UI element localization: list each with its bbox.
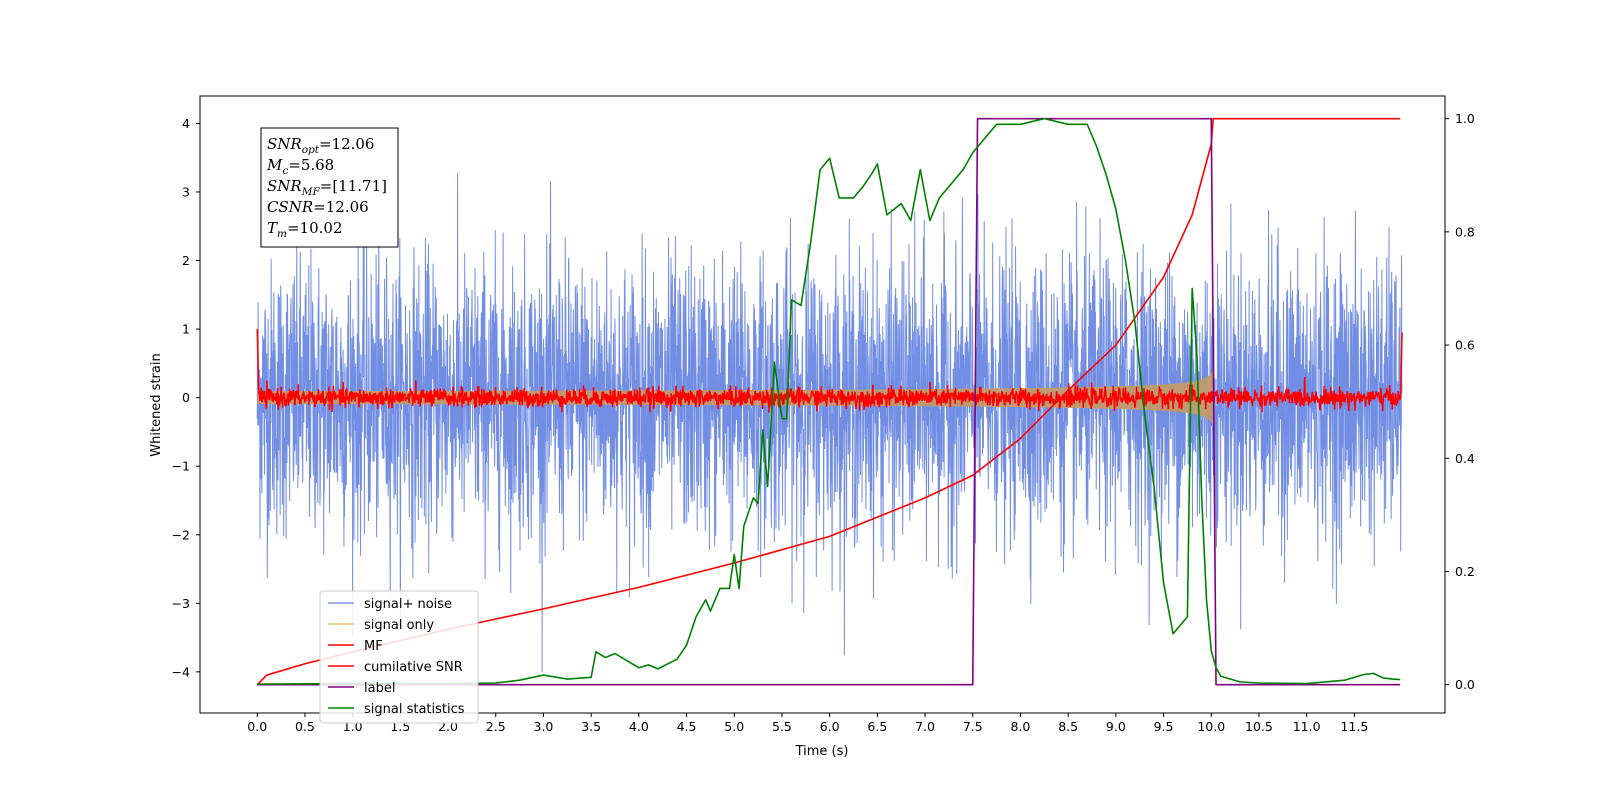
- y-left-tick-label: −3: [172, 596, 190, 611]
- x-tick-label: 5.5: [772, 719, 792, 734]
- x-tick-label: 8.5: [1058, 719, 1078, 734]
- annotation-lines: SNRopt=12.06Mc=5.68SNRMF=[11.71]CSNR=12.…: [266, 135, 387, 240]
- x-tick-label: 11.5: [1340, 719, 1368, 734]
- y-left-tick-label: 0: [182, 390, 190, 405]
- x-tick-label: 8.0: [1011, 719, 1031, 734]
- annotation-subscript: m: [277, 228, 287, 240]
- annotation-line: CSNR=12.06: [267, 198, 369, 216]
- y-left-tick-label: 1: [182, 322, 190, 337]
- x-tick-label: 3.5: [581, 719, 601, 734]
- y-left-tick-label: −1: [172, 459, 190, 474]
- y-right-tick-label: 0.6: [1455, 338, 1475, 353]
- annotation-symbol: T: [267, 219, 278, 237]
- annotation-line: SNRopt=12.06: [267, 135, 374, 156]
- annotation-symbol: SNR: [267, 135, 302, 153]
- y-left-tick-label: −2: [172, 527, 190, 542]
- legend-entry-label: MF: [364, 639, 383, 654]
- annotation-subscript: MF: [301, 186, 321, 198]
- annotation-symbol: M: [266, 156, 283, 174]
- plot-frame: [199, 95, 1446, 714]
- x-tick-label: 6.5: [867, 719, 887, 734]
- annotation-value: =10.02: [287, 219, 343, 237]
- annotation-value: =[11.71]: [320, 177, 387, 195]
- x-tick-label: 6.0: [820, 719, 840, 734]
- x-tick-label: 11.0: [1293, 719, 1321, 734]
- legend: signal+ noise signal only MF cumilative SNR…: [319, 590, 479, 724]
- x-tick-label: 0.0: [247, 719, 267, 734]
- axes-layer: 0.0 0.5 1.0 1.5 2.0 2.5 3.0 3.5 4.0 4.5 5.0 5.5 6.0 6…: [172, 111, 1475, 734]
- x-tick-label: 9.5: [1154, 719, 1174, 734]
- y-right-tick-label: 0.4: [1455, 451, 1475, 466]
- y-right-tick-label: 0.8: [1455, 224, 1475, 239]
- y-right-tick-label: 1.0: [1455, 111, 1475, 126]
- annotation-symbol: SNR: [267, 177, 302, 195]
- annotation-value: =12.06: [313, 198, 369, 216]
- x-tick-label: 10.5: [1245, 719, 1273, 734]
- x-tick-label: 3.0: [534, 719, 554, 734]
- legend-entry-label: signal statistics: [364, 702, 465, 717]
- series-label: [257, 117, 1401, 686]
- x-tick-label: 0.5: [295, 719, 315, 734]
- x-tick-label: 7.0: [915, 719, 935, 734]
- annotation-box: SNRopt=12.06Mc=5.68SNRMF=[11.71]CSNR=12.…: [260, 127, 399, 248]
- x-tick-label: 4.0: [629, 719, 649, 734]
- annotation-value: =12.06: [319, 135, 375, 153]
- series-mf: [256, 329, 1403, 413]
- annotation-symbol: CSNR: [267, 198, 313, 216]
- legend-frame: [319, 590, 479, 724]
- x-tick-label: 10.0: [1197, 719, 1225, 734]
- legend-items: signal+ noise signal only MF cumilative SNR…: [328, 597, 465, 717]
- y-left-tick-label: 2: [182, 253, 190, 268]
- y-right-tick-label: 0.0: [1455, 677, 1475, 692]
- x-tick-label: 7.5: [963, 719, 983, 734]
- y-left-tick-label: −4: [172, 664, 190, 679]
- legend-entry-label: cumilative SNR: [364, 660, 463, 675]
- y-left-tick-label: 3: [182, 184, 190, 199]
- legend-entry-label: signal only: [364, 618, 434, 633]
- annotation-line: Mc=5.68: [266, 156, 334, 177]
- x-tick-label: 9.0: [1106, 719, 1126, 734]
- legend-entry-label: signal+ noise: [364, 597, 452, 612]
- annotation-frame: [260, 127, 399, 248]
- annotation-subscript: opt: [302, 144, 320, 156]
- x-tick-label: 4.5: [677, 719, 697, 734]
- y-right-tick-label: 0.2: [1455, 564, 1475, 579]
- series-signal-statistics: [257, 117, 1401, 685]
- y-axis-label: Whitened strain: [149, 353, 164, 456]
- x-tick-label: 5.0: [724, 719, 744, 734]
- annotation-value: =5.68: [288, 156, 334, 174]
- annotation-line: SNRMF=[11.71]: [267, 177, 387, 198]
- annotation-subscript: c: [282, 165, 288, 177]
- x-tick-label: 2.5: [486, 719, 506, 734]
- annotation-line: Tm=10.02: [267, 219, 343, 240]
- legend-entry-label: label: [364, 681, 395, 696]
- x-axis-label: Time (s): [795, 744, 849, 759]
- y-left-tick-label: 4: [182, 116, 190, 131]
